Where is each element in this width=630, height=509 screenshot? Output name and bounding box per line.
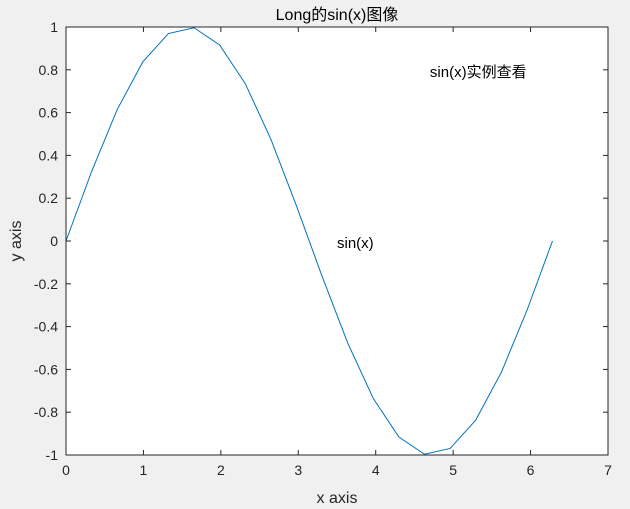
x-tick-label: 4: [372, 462, 380, 478]
y-tick-label: -1: [46, 447, 59, 463]
x-tick-label: 1: [140, 462, 148, 478]
plot-frame: [65, 26, 609, 456]
x-tick-label: 7: [604, 462, 612, 478]
y-tick-label: 1: [50, 19, 58, 35]
x-tick-label: 3: [294, 462, 302, 478]
y-tick-label: 0.2: [39, 190, 59, 206]
sin-series-line: [65, 27, 553, 455]
y-tick-label: -0.2: [34, 276, 58, 292]
annotation-title-note: sin(x)实例查看: [430, 64, 527, 81]
y-tick-label: 0.8: [39, 62, 59, 78]
x-tick-label: 6: [527, 462, 535, 478]
y-tick-label: 0: [50, 233, 58, 249]
x-tick-label: 0: [62, 462, 70, 478]
y-tick-label: 0.6: [39, 105, 59, 121]
y-tick-label: -0.6: [34, 361, 58, 377]
plot-area: [66, 27, 608, 455]
tick-labels-layer: 0 1 2 3 4 5 6 7 -1 -0.8 -0.6 -0.4 -0.2 0 0.2 0.4 0.6 0.8 1: [34, 19, 612, 478]
x-axis-label: x axis: [317, 490, 358, 507]
y-tick-label: -0.8: [34, 404, 58, 420]
x-tick-label: 2: [217, 462, 225, 478]
y-axis-label: y axis: [8, 221, 25, 262]
x-tick-label: 5: [449, 462, 457, 478]
ticks-layer: [65, 26, 609, 456]
y-tick-label: 0.4: [39, 147, 59, 163]
annotation-sin-label: sin(x): [337, 235, 374, 252]
points-layer: [65, 27, 553, 455]
y-tick-label: -0.4: [34, 319, 58, 335]
chart-title: Long的sin(x)图像: [276, 6, 399, 24]
